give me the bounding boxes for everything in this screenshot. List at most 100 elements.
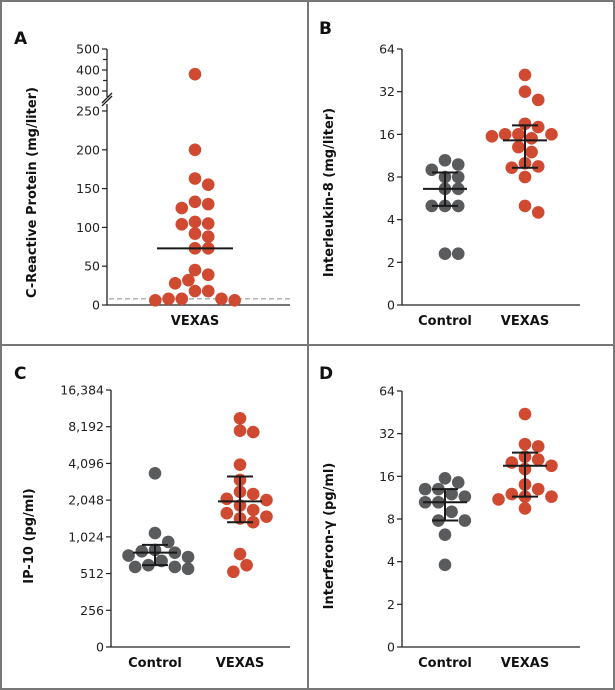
data-point-vexas — [201, 217, 215, 230]
data-point-vexas — [201, 230, 215, 244]
y-axis-label: IP-10 (pg/ml) — [22, 488, 37, 583]
y-tick-label: 16 — [379, 127, 395, 142]
data-point-vexas — [246, 425, 260, 439]
data-point-control — [438, 471, 452, 485]
data-point-vexas — [149, 294, 162, 307]
data-point-control — [451, 476, 465, 489]
data-point-control — [438, 247, 452, 261]
y-axis-label: Interleukin-8 (mg/liter) — [322, 108, 337, 277]
data-point-vexas — [168, 276, 182, 290]
y-tick-label: 64 — [379, 42, 395, 57]
data-point-vexas — [525, 145, 538, 159]
data-point-vexas — [175, 292, 189, 306]
data-point-vexas — [505, 456, 519, 469]
data-point-vexas — [246, 487, 260, 501]
data-point-control — [148, 526, 162, 540]
data-point-control — [438, 153, 452, 167]
data-point-vexas — [162, 292, 175, 306]
data-point-vexas — [545, 128, 558, 141]
x-category-label-vexas: VEXAS — [501, 656, 549, 671]
panel-c: C IP-10 (pg/ml) 0 256 512 1,024 2,048 4,096 8,19… — [14, 364, 290, 671]
data-point-control — [458, 514, 472, 527]
data-point-vexas — [201, 284, 215, 298]
y-tick-label: 0 — [96, 640, 104, 655]
data-point-vexas — [518, 407, 532, 421]
y-tick-label: 32 — [379, 426, 395, 441]
data-point-vexas — [545, 459, 558, 473]
data-point-vexas — [531, 160, 545, 173]
data-point-vexas — [531, 206, 545, 219]
data-point-vexas — [201, 197, 215, 211]
data-point-vexas — [525, 132, 538, 145]
y-axis-label: C-Reactive Protein (mg/liter) — [25, 87, 40, 298]
data-point-vexas — [233, 424, 247, 437]
data-point-vexas — [512, 128, 525, 141]
data-point-vexas — [246, 503, 260, 517]
axis-break-mark — [101, 95, 113, 107]
y-tick-label: 4 — [387, 212, 395, 227]
data-point-vexas — [227, 565, 240, 579]
data-point-control — [451, 199, 465, 213]
data-point-vexas — [518, 85, 532, 98]
data-point-control — [438, 558, 452, 572]
y-tick-label: 2 — [387, 255, 395, 270]
y-tick-label: 8 — [387, 512, 395, 527]
data-point-vexas — [215, 292, 228, 306]
data-point-vexas — [182, 273, 195, 287]
data-point-vexas — [518, 199, 532, 213]
x-category-label-control: Control — [418, 656, 472, 671]
data-point-vexas — [175, 201, 189, 215]
data-point-control — [161, 535, 175, 549]
data-point-control — [425, 163, 439, 177]
panel-b: B Interleukin-8 (mg/liter) 0 2 4 8 16 32 64 Contr… — [319, 19, 580, 329]
data-point-vexas — [175, 217, 189, 231]
data-point-vexas — [485, 129, 499, 143]
data-point-control — [155, 554, 168, 568]
x-category-label-control: Control — [128, 656, 182, 671]
data-point-vexas — [188, 172, 202, 185]
panel-letter: A — [14, 29, 28, 49]
y-tick-label: 512 — [80, 566, 104, 581]
data-point-vexas — [188, 67, 202, 81]
y-tick-label: 2,048 — [68, 493, 104, 508]
data-point-vexas — [188, 215, 202, 229]
data-point-control — [418, 482, 432, 496]
data-point-vexas — [201, 268, 215, 282]
y-tick-label: 4 — [387, 554, 395, 569]
data-point-vexas — [246, 515, 260, 529]
data-point-vexas — [260, 493, 273, 507]
data-point-control — [425, 199, 439, 213]
data-point-control — [458, 490, 472, 503]
data-point-control — [148, 466, 162, 480]
y-tick-label: 64 — [379, 384, 395, 399]
data-point-vexas — [233, 458, 247, 471]
data-point-vexas — [531, 120, 545, 134]
data-point-control — [445, 487, 458, 501]
data-point-vexas — [531, 482, 545, 496]
data-point-vexas — [518, 68, 532, 82]
data-point-vexas — [233, 412, 247, 425]
x-category-label-control: Control — [418, 314, 472, 329]
y-tick-label: 100 — [76, 220, 100, 235]
data-point-control — [445, 505, 458, 519]
y-tick-label: 250 — [76, 104, 100, 119]
data-point-control — [438, 528, 452, 541]
y-tick-label: 300 — [76, 84, 100, 99]
data-point-control — [181, 550, 195, 564]
data-point-vexas — [505, 487, 519, 501]
data-point-vexas — [188, 143, 202, 157]
data-point-vexas — [518, 437, 532, 451]
data-point-vexas — [240, 558, 253, 572]
data-point-control — [168, 560, 182, 574]
y-tick-label: 8,192 — [68, 419, 104, 434]
data-point-vexas — [498, 128, 512, 141]
data-point-vexas — [531, 93, 545, 107]
x-category-label-vexas: VEXAS — [171, 314, 219, 329]
data-point-vexas — [260, 510, 273, 523]
data-point-vexas — [531, 440, 545, 453]
data-point-vexas — [201, 178, 215, 192]
data-point-vexas — [188, 263, 202, 277]
data-point-control — [451, 170, 465, 184]
data-point-vexas — [220, 492, 234, 506]
